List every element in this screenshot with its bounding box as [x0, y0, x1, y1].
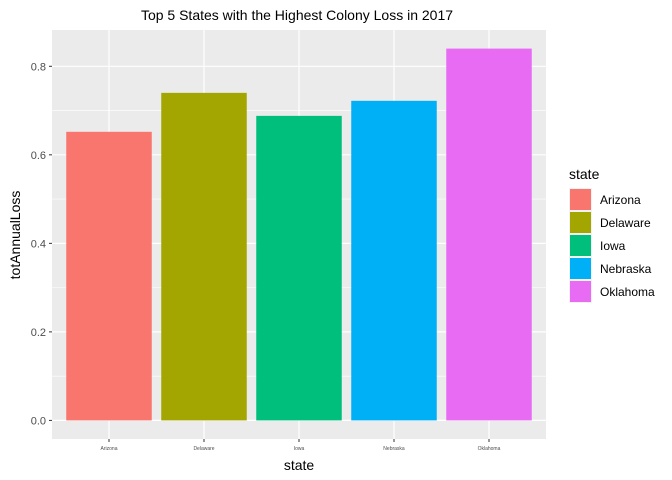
x-tick-label: Oklahoma [478, 446, 501, 452]
chart-title: Top 5 States with the Highest Colony Los… [141, 7, 453, 23]
y-axis-title: totAnnualLoss [7, 191, 23, 280]
x-axis-title: state [284, 457, 315, 473]
bar-nebraska [351, 100, 437, 421]
y-tick-label: 0.0 [31, 415, 46, 427]
x-tick-label: Delaware [193, 446, 214, 452]
x-tick-label: Arizona [101, 446, 118, 452]
y-axis: 0.0 0.2 0.4 0.6 0.8 [31, 61, 52, 427]
bar-delaware [161, 92, 247, 421]
bar-arizona [66, 131, 152, 421]
x-tick-label: Nebraska [383, 446, 405, 452]
bar-oklahoma [446, 48, 532, 421]
legend-title: state [569, 166, 600, 182]
bar-iowa [256, 115, 342, 421]
x-axis: Arizona Delaware Iowa Nebraska Oklahoma [101, 439, 501, 452]
legend-label: Arizona [600, 193, 641, 207]
x-tick-label: Iowa [294, 446, 305, 452]
legend-swatch [570, 258, 591, 279]
bars [66, 48, 532, 421]
legend-label: Iowa [600, 239, 626, 253]
legend-label: Delaware [600, 216, 651, 230]
legend: state Arizona Delaware Iowa Nebraska Oklahom… [569, 166, 655, 303]
legend-label: Nebraska [600, 262, 652, 276]
y-tick-label: 0.8 [31, 61, 46, 73]
legend-swatch [570, 189, 591, 210]
legend-label: Oklahoma [600, 285, 655, 299]
legend-swatch [570, 281, 591, 302]
y-tick-label: 0.4 [31, 238, 46, 250]
y-tick-label: 0.6 [31, 150, 46, 162]
y-tick-label: 0.2 [31, 327, 46, 339]
legend-swatch [570, 212, 591, 233]
legend-swatch [570, 235, 591, 256]
